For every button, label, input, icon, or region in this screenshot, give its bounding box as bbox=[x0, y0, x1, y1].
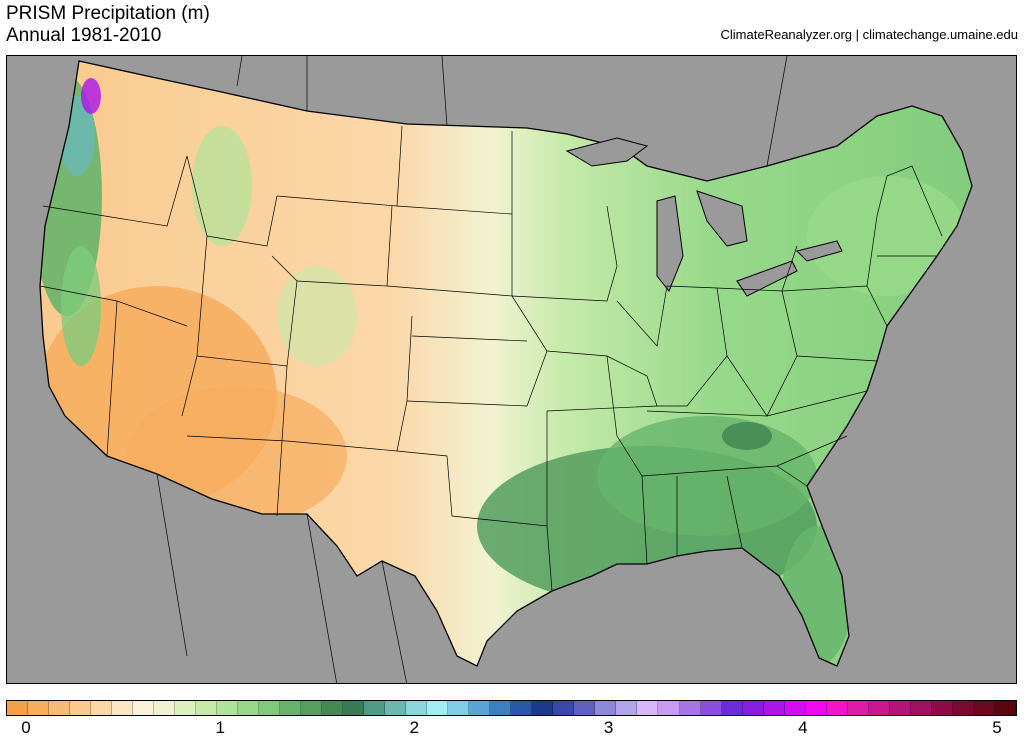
precipitation-map bbox=[6, 55, 1017, 684]
legend-bin bbox=[343, 701, 365, 715]
legend-bin bbox=[868, 701, 890, 715]
legend-bin bbox=[385, 701, 407, 715]
legend-bin bbox=[112, 701, 134, 715]
legend-tick-label: 0 bbox=[21, 718, 31, 737]
legend-bin bbox=[7, 701, 29, 715]
legend-bin bbox=[847, 701, 869, 715]
legend-bin bbox=[49, 701, 71, 715]
legend-tick-label: 1 bbox=[215, 718, 225, 737]
legend-tick-label: 3 bbox=[603, 718, 614, 737]
legend-bin bbox=[511, 701, 533, 715]
legend-bin bbox=[28, 701, 50, 715]
legend-bin bbox=[427, 701, 449, 715]
legend-tick-label: 4 bbox=[798, 718, 808, 737]
country-outline bbox=[39, 60, 973, 667]
legend-bin bbox=[553, 701, 575, 715]
legend-bin bbox=[133, 701, 155, 715]
legend-bin bbox=[259, 701, 281, 715]
legend-bin bbox=[679, 701, 701, 715]
legend-bin bbox=[616, 701, 638, 715]
legend-bin bbox=[91, 701, 113, 715]
legend-bin bbox=[154, 701, 176, 715]
legend-bin bbox=[784, 701, 806, 715]
map-title: PRISM Precipitation (m) bbox=[6, 3, 210, 24]
legend-bin bbox=[931, 701, 953, 715]
color-legend-bar bbox=[6, 700, 1017, 716]
legend-bin bbox=[721, 701, 743, 715]
legend-bin bbox=[805, 701, 827, 715]
legend-bin bbox=[406, 701, 428, 715]
map-subtitle: Annual 1981-2010 bbox=[6, 25, 162, 46]
legend-bin bbox=[994, 701, 1016, 715]
legend-bin bbox=[952, 701, 974, 715]
legend-bin bbox=[763, 701, 785, 715]
legend-bin bbox=[70, 701, 92, 715]
legend-bin bbox=[469, 701, 491, 715]
legend-bin bbox=[973, 701, 995, 715]
legend-bin bbox=[637, 701, 659, 715]
international-borders bbox=[156, 56, 788, 683]
legend-bin bbox=[448, 701, 470, 715]
legend-bin bbox=[889, 701, 911, 715]
legend-bin bbox=[280, 701, 302, 715]
map-canvas bbox=[39, 56, 973, 683]
legend-bin bbox=[196, 701, 218, 715]
legend-bin bbox=[238, 701, 260, 715]
legend-bin bbox=[532, 701, 554, 715]
legend-bin bbox=[364, 701, 386, 715]
color-legend-ticks: 0 1 2 3 4 5 bbox=[6, 718, 1017, 740]
legend-bin bbox=[700, 701, 722, 715]
legend-bin bbox=[217, 701, 239, 715]
state-borders bbox=[39, 125, 943, 592]
great-lakes bbox=[565, 137, 843, 297]
legend-bin bbox=[574, 701, 596, 715]
legend-bin bbox=[658, 701, 680, 715]
legend-bin bbox=[595, 701, 617, 715]
legend-bin bbox=[490, 701, 512, 715]
legend-tick-label: 5 bbox=[992, 718, 1002, 737]
source-credit: ClimateReanalyzer.org | climatechange.um… bbox=[720, 27, 1018, 42]
legend-bin bbox=[175, 701, 197, 715]
legend-tick-label: 2 bbox=[409, 718, 420, 737]
legend-bin bbox=[910, 701, 932, 715]
legend-bin bbox=[301, 701, 323, 715]
legend-bin bbox=[322, 701, 344, 715]
legend-bin bbox=[826, 701, 848, 715]
legend-bin bbox=[742, 701, 764, 715]
